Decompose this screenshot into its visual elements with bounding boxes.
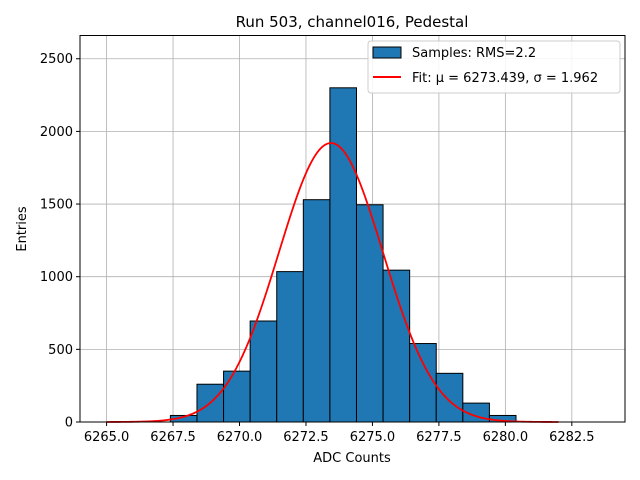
x-tick-label: 6275.0 xyxy=(350,430,396,445)
y-axis-label: Entries xyxy=(15,206,30,252)
y-tick-label: 0 xyxy=(65,416,73,431)
histogram-bar xyxy=(382,269,411,423)
x-axis-label: ADC Counts xyxy=(313,451,391,466)
chart-title: Run 503, channel016, Pedestal xyxy=(236,13,469,31)
y-tick-label: 2000 xyxy=(40,125,73,140)
x-tick-label: 6277.5 xyxy=(416,430,462,445)
legend: Samples: RMS=2.2 Fit: μ = 6273.439, σ = … xyxy=(367,40,621,94)
x-tick-label: 6270.0 xyxy=(217,430,263,445)
y-tick-label: 1000 xyxy=(40,270,73,285)
fit-curve xyxy=(106,142,559,423)
y-axis-ticks: 0 500 1000 1500 2000 2500 xyxy=(40,52,80,431)
histogram-bar xyxy=(435,372,464,423)
legend-box xyxy=(367,40,621,94)
histogram-bar xyxy=(223,370,251,423)
plot-frame xyxy=(79,35,626,423)
histogram-bar xyxy=(329,87,357,423)
legend-samples-swatch xyxy=(372,46,402,59)
histogram-bar xyxy=(302,199,331,423)
y-tick-label: 1500 xyxy=(40,198,73,213)
histogram-bar xyxy=(249,320,278,423)
x-tick-label: 6280.0 xyxy=(483,430,529,445)
legend-samples-label: Samples: RMS=2.2 xyxy=(412,46,536,61)
y-tick-label: 500 xyxy=(48,343,73,358)
x-tick-label: 6267.5 xyxy=(150,430,196,445)
x-tick-label: 6265.0 xyxy=(84,430,130,445)
histogram-bar xyxy=(409,343,437,423)
x-tick-label: 6272.5 xyxy=(283,430,329,445)
x-tick-label: 6282.5 xyxy=(549,430,595,445)
legend-fit-label: Fit: μ = 6273.439, σ = 1.962 xyxy=(412,71,598,86)
histogram-bar xyxy=(276,271,304,423)
y-tick-label: 2500 xyxy=(40,52,73,67)
fit-curve-layer xyxy=(106,142,559,423)
x-axis-ticks: 6265.0 6267.5 6270.0 6272.5 6275.0 6277.5 6280… xyxy=(84,422,595,445)
